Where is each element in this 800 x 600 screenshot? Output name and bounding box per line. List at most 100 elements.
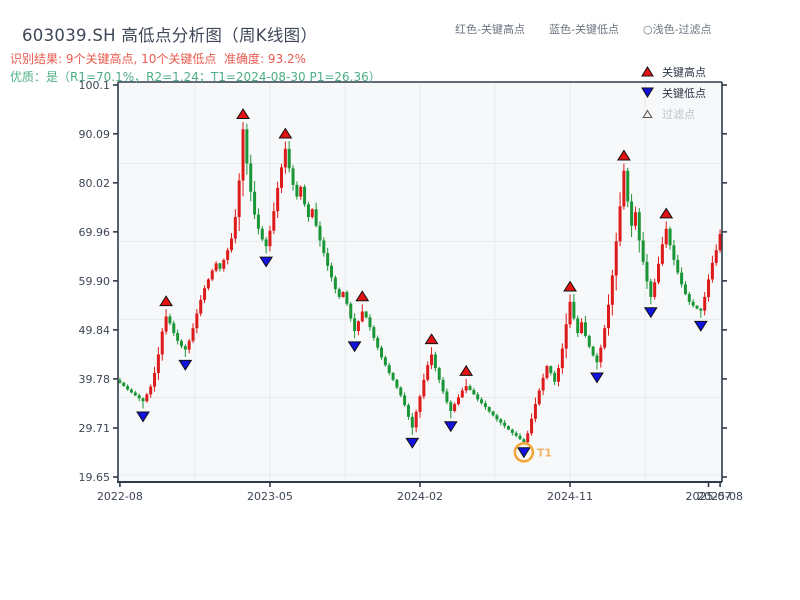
candle bbox=[229, 233, 233, 253]
candle bbox=[199, 295, 203, 317]
candle bbox=[664, 221, 668, 248]
light-up-triangle-icon bbox=[642, 109, 653, 118]
key-low-marker bbox=[136, 411, 150, 423]
key-point-markers bbox=[136, 108, 708, 459]
candle bbox=[464, 378, 468, 394]
candle bbox=[699, 307, 703, 318]
candle bbox=[160, 327, 164, 361]
candle bbox=[226, 247, 230, 265]
caption-key-low: 蓝色-关键低点 bbox=[548, 23, 619, 36]
candle bbox=[233, 209, 237, 244]
candle bbox=[141, 397, 145, 409]
legend-label-key-high: 关键高点 bbox=[662, 65, 706, 79]
candles bbox=[118, 122, 722, 446]
candle bbox=[568, 294, 572, 328]
y-tick-label: 80.02 bbox=[79, 177, 111, 190]
candle bbox=[595, 352, 599, 370]
candle bbox=[514, 431, 518, 438]
candle bbox=[641, 231, 645, 266]
candle bbox=[383, 355, 387, 367]
candle bbox=[218, 262, 222, 272]
candle bbox=[530, 413, 534, 436]
candle bbox=[437, 366, 441, 384]
candle bbox=[591, 345, 595, 357]
candle bbox=[156, 346, 160, 381]
candle bbox=[622, 163, 626, 210]
candle bbox=[695, 305, 699, 310]
y-tick-label: 29.71 bbox=[79, 422, 111, 435]
candle bbox=[283, 141, 287, 174]
y-tick-label: 90.09 bbox=[79, 128, 111, 141]
key-high-marker bbox=[355, 290, 370, 302]
candle bbox=[707, 274, 711, 302]
candle bbox=[403, 392, 407, 407]
candle bbox=[422, 373, 426, 399]
x-tick-label: 2025-07 bbox=[686, 490, 732, 503]
candle bbox=[280, 163, 284, 194]
candle bbox=[322, 237, 326, 257]
x-tick-label: 2025-08 bbox=[697, 490, 743, 503]
candle bbox=[672, 239, 676, 266]
recognition-result-text: 识别结果: 9个关键高点, 10个关键低点 准确度: 93.2% bbox=[10, 52, 306, 66]
candle bbox=[176, 329, 180, 345]
candle bbox=[545, 364, 549, 380]
candle bbox=[187, 338, 191, 354]
legend-item-key-high: 关键高点 bbox=[641, 61, 706, 82]
candle bbox=[580, 318, 584, 335]
candle bbox=[306, 201, 310, 222]
candle bbox=[129, 388, 133, 394]
x-tick-label: 2024-02 bbox=[397, 490, 443, 503]
candle bbox=[495, 413, 499, 422]
candle bbox=[680, 267, 684, 288]
candle bbox=[414, 409, 418, 433]
candle bbox=[260, 225, 264, 242]
key-high-marker bbox=[278, 127, 293, 139]
x-tick-label: 2023-05 bbox=[247, 490, 293, 503]
candle bbox=[533, 397, 537, 423]
key-low-marker bbox=[590, 372, 604, 384]
candle bbox=[318, 221, 322, 247]
candle bbox=[183, 344, 187, 357]
candle bbox=[314, 202, 318, 228]
key-high-marker bbox=[659, 207, 674, 219]
candle bbox=[330, 262, 334, 282]
candle bbox=[668, 226, 672, 250]
legend-item-key-low: 关键低点 bbox=[641, 82, 706, 103]
candle bbox=[356, 320, 360, 336]
candle bbox=[476, 392, 480, 402]
y-tick-label: 100.1 bbox=[79, 79, 111, 92]
candle bbox=[610, 269, 614, 316]
candle bbox=[195, 309, 199, 334]
candle bbox=[372, 325, 376, 341]
candle bbox=[149, 384, 153, 398]
candle bbox=[703, 292, 707, 316]
candle bbox=[549, 365, 553, 376]
quality-result-text: 优质：是（R1=70.1%，R2=1.24；T1=2024-08-30 P1=2… bbox=[10, 70, 381, 84]
key-low-marker bbox=[693, 320, 708, 332]
key-low-marker bbox=[178, 359, 193, 371]
candle bbox=[630, 193, 634, 238]
candle bbox=[249, 154, 253, 202]
y-tick-label: 39.78 bbox=[79, 373, 111, 386]
candle bbox=[333, 275, 337, 294]
candle bbox=[522, 437, 526, 445]
legend-item-filtered: 过滤点 bbox=[641, 103, 706, 124]
candle bbox=[460, 387, 464, 399]
candle bbox=[468, 384, 472, 391]
candle bbox=[556, 364, 560, 387]
candle bbox=[718, 229, 722, 253]
candle bbox=[326, 247, 330, 271]
key-low-marker bbox=[643, 307, 658, 319]
candle bbox=[456, 394, 460, 406]
axes bbox=[113, 81, 727, 487]
chart-legend: 关键高点 关键低点 过滤点 bbox=[641, 61, 706, 124]
x-tick-label: 2022-08 bbox=[97, 490, 143, 503]
candle bbox=[126, 384, 130, 391]
y-tick-label: 59.90 bbox=[79, 275, 111, 288]
candle bbox=[560, 343, 564, 374]
candle bbox=[653, 278, 657, 300]
legend-label-filtered: 过滤点 bbox=[662, 107, 695, 121]
candle bbox=[449, 400, 453, 419]
candle bbox=[572, 294, 576, 321]
